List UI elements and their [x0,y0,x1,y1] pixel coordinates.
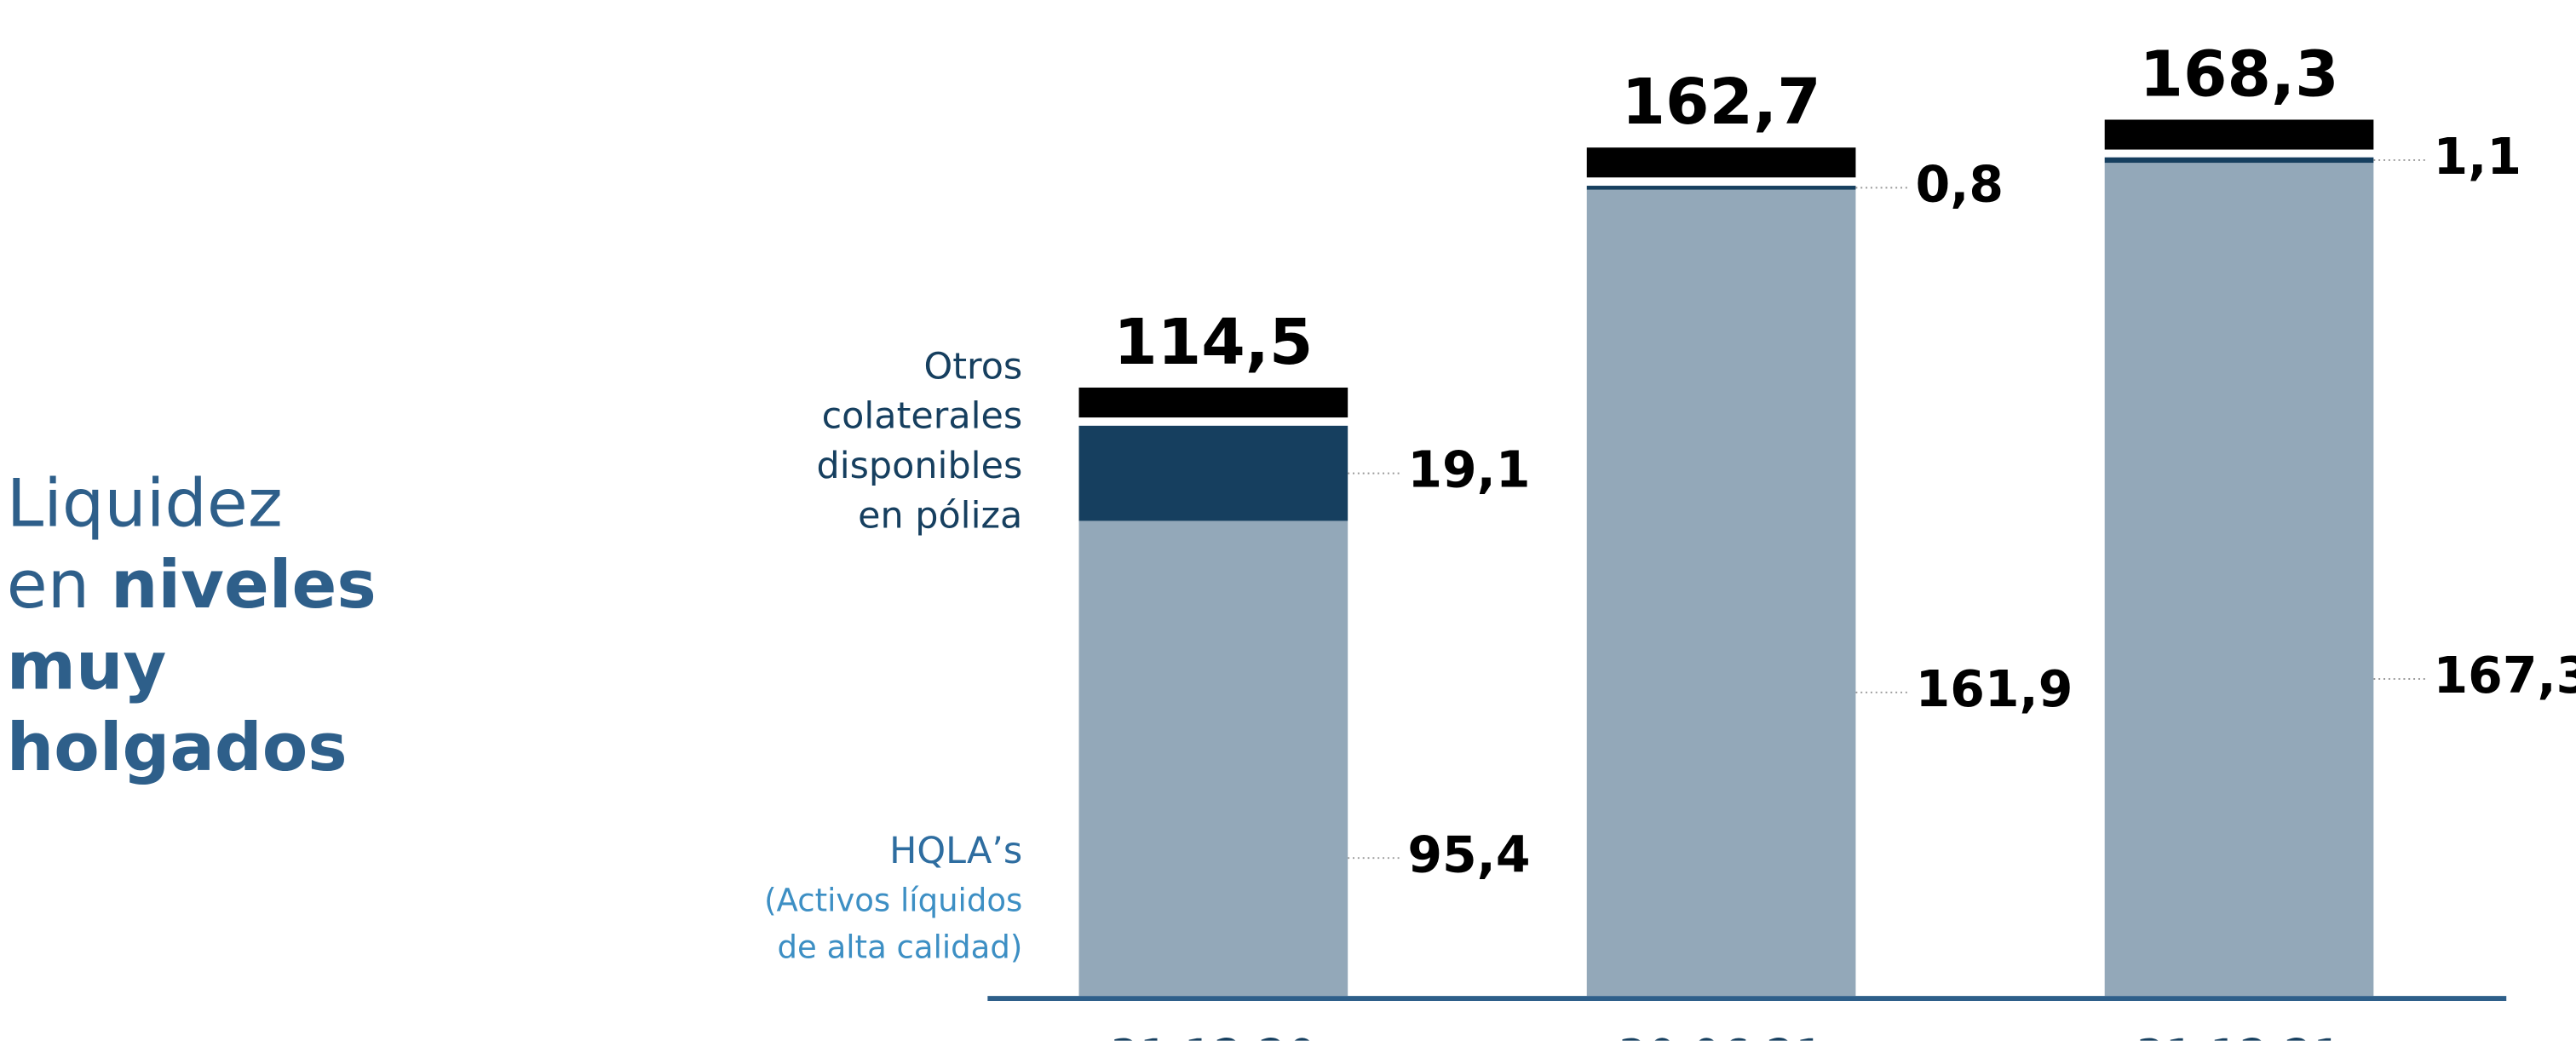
title-part: niveles [110,548,377,624]
x-tick-label: 31.12.21 [2136,1028,2343,1040]
total-cap [1586,147,1856,178]
bar-segment [1586,189,1856,997]
bar-segment [2104,163,2374,997]
legend-label: Otros colaterales disponibles en póliza [816,346,1023,538]
title-part: en [6,548,111,624]
total-cap [2104,119,2374,150]
value-label: 161,9 [1916,660,2073,718]
value-label: 95,4 [1407,825,1530,883]
total-label: 114,5 [1113,306,1313,379]
x-tick-label: 31.12.20 [1110,1028,1317,1040]
value-label: 19,1 [1407,441,1530,499]
value-label: 167,3 [2434,647,2576,705]
title-part: Liquidez [6,466,283,544]
title-part: muy [6,629,167,706]
legend-label: HQLA’s [889,831,1023,873]
chart-title: Liquidez en niveles muy holgados [7,465,377,791]
bar-segment [2104,157,2374,164]
legend-description: (Activos líquidos de alta calidad) [764,883,1023,966]
total-label: 168,3 [2139,37,2338,111]
bar-segment [1078,520,1348,997]
total-cap [1078,387,1348,418]
x-tick-label: 30.06.21 [1618,1028,1825,1040]
value-label: 0,8 [1916,155,2004,213]
title-part: holgados [6,710,348,787]
total-label: 162,7 [1622,66,1821,139]
bar-segment [1078,425,1348,521]
value-label: 1,1 [2434,128,2522,186]
bar-segment [1586,186,1856,190]
